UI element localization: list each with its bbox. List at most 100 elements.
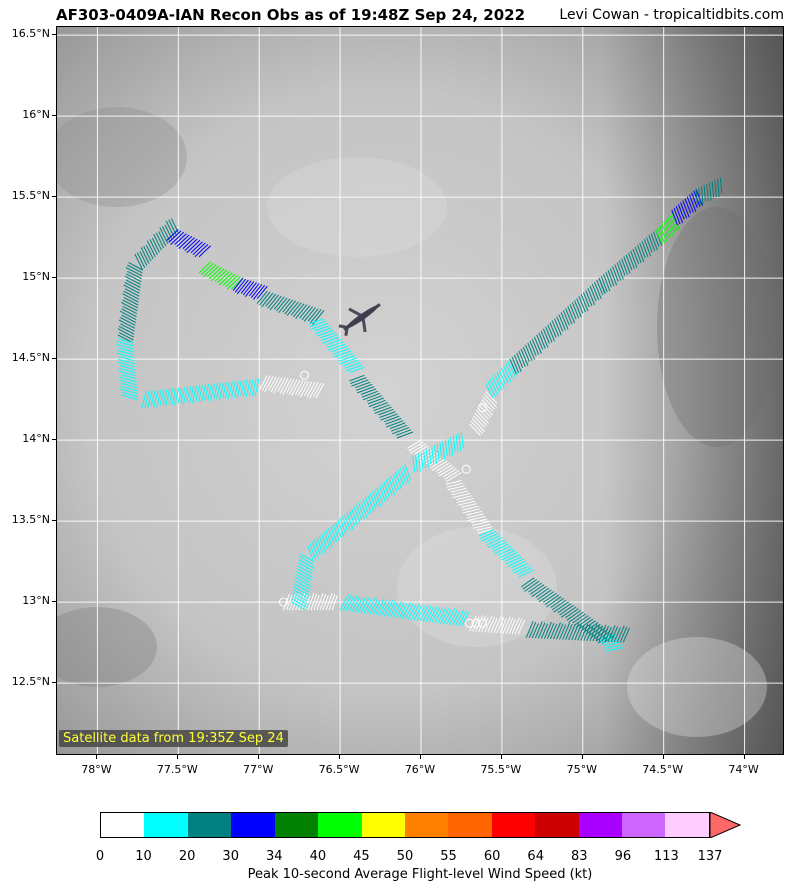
wind-barb [499, 618, 507, 634]
wind-barb [341, 516, 349, 532]
barb-segment [291, 553, 315, 611]
wind-barb [378, 485, 386, 502]
colorbar-segment [361, 813, 405, 837]
wind-barb [478, 616, 486, 633]
map-panel[interactable] [56, 26, 784, 755]
wind-barb [717, 178, 720, 197]
wind-barb [518, 569, 535, 578]
wind-barb [117, 338, 134, 344]
lon-tick [177, 755, 179, 759]
wind-barb [402, 466, 410, 484]
wind-barb [455, 609, 465, 626]
wind-barb [120, 385, 138, 392]
wind-barb [621, 258, 629, 275]
wind-barb [222, 382, 227, 398]
wind-barb [549, 322, 557, 338]
wind-barb [543, 621, 552, 639]
wind-barb [661, 223, 669, 239]
wind-barb [622, 627, 630, 643]
colorbar-tick-label: 50 [396, 849, 414, 864]
wind-barb [249, 379, 254, 395]
wind-barb [283, 594, 290, 611]
wind-barb [351, 508, 358, 525]
wind-barb [378, 408, 394, 416]
wind-barb [232, 277, 244, 291]
map-canvas[interactable] [57, 27, 784, 755]
wind-barb [703, 185, 706, 202]
wind-barb [559, 604, 574, 616]
wind-barb [240, 380, 245, 396]
barb-segment [485, 358, 519, 399]
lat-tick [52, 196, 56, 198]
colorbar-segment [404, 813, 449, 837]
colorbar-tick-label: 30 [222, 849, 239, 864]
wind-barb [273, 296, 285, 310]
wind-barb [559, 624, 567, 640]
colorbar-segment [318, 813, 362, 837]
calm-circle [300, 370, 309, 380]
colorbar-tick-label: 20 [178, 849, 196, 864]
wind-barb [122, 305, 138, 315]
wind-barb [648, 235, 656, 252]
wind-barb [309, 543, 317, 560]
wind-barb [153, 233, 163, 251]
barb-segment [479, 528, 535, 578]
wind-barb [297, 565, 312, 574]
wind-barb [331, 345, 348, 353]
colorbar-tick-label: 137 [697, 849, 723, 864]
wind-barb [122, 391, 138, 398]
wind-barb [498, 547, 514, 556]
colorbar-tick-label: 34 [266, 849, 283, 864]
lon-tick [339, 755, 341, 759]
wind-barb [259, 375, 268, 390]
wind-barb [121, 308, 137, 318]
wind-barb [141, 391, 147, 408]
wind-barb [375, 598, 385, 616]
wind-barb [391, 424, 408, 432]
wind-barb [299, 305, 311, 319]
wind-barb [596, 630, 611, 642]
wind-barb [489, 378, 499, 396]
wind-barb [435, 462, 450, 472]
wind-barb [627, 252, 635, 269]
wind-barb [353, 506, 361, 524]
wind-barb [121, 394, 139, 401]
wind-barb [374, 489, 382, 507]
wind-barb [551, 320, 560, 337]
wind-barb [677, 204, 685, 220]
wind-barb [553, 622, 561, 640]
wind-barb [404, 464, 411, 480]
lon-label: 76.5°W [318, 763, 360, 776]
wind-barb [594, 282, 602, 299]
wind-barb [273, 377, 283, 394]
wind-barb [436, 444, 440, 461]
colorbar-segment [274, 813, 319, 837]
wind-barb [500, 367, 509, 384]
wind-barb [401, 602, 412, 619]
wind-barb [261, 375, 271, 391]
wind-barb [540, 623, 549, 639]
wind-barb [323, 531, 331, 549]
wind-barb [358, 502, 365, 520]
barb-segment [308, 318, 365, 374]
wind-barb [518, 350, 526, 367]
wind-barb [452, 492, 471, 499]
wind-barb [310, 322, 328, 330]
wind-barb [155, 232, 165, 249]
wind-barb [178, 235, 193, 249]
wind-barb [355, 381, 371, 389]
lon-label: 75°W [566, 763, 597, 776]
wind-barb [452, 610, 461, 626]
wind-barb [574, 624, 582, 641]
wind-barb [637, 244, 645, 263]
wind-barb [147, 390, 153, 409]
wind-barb [176, 234, 190, 247]
colorbar-tick-label: 55 [440, 849, 457, 864]
wind-barb [291, 379, 301, 397]
wind-barb [117, 361, 136, 368]
wind-barb [218, 272, 233, 286]
wind-barb [425, 607, 434, 622]
wind-barb [348, 595, 358, 612]
wind-barb [516, 352, 524, 368]
wind-barb [567, 306, 576, 324]
